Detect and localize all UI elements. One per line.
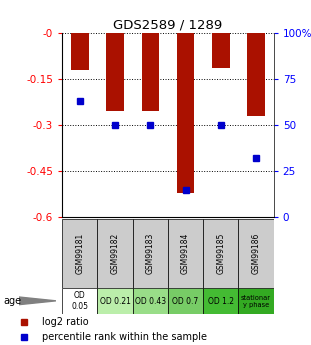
- Bar: [97, 219, 133, 288]
- Bar: [247, 33, 265, 116]
- Text: GSM99181: GSM99181: [75, 233, 84, 274]
- Text: percentile rank within the sample: percentile rank within the sample: [42, 332, 207, 342]
- Bar: [106, 33, 124, 111]
- Bar: [62, 219, 97, 288]
- Text: GSM99183: GSM99183: [146, 233, 155, 274]
- Text: OD 0.21: OD 0.21: [100, 296, 131, 306]
- Text: age: age: [3, 296, 21, 306]
- Bar: [71, 33, 89, 70]
- Bar: [142, 33, 159, 111]
- Bar: [133, 288, 168, 314]
- Bar: [203, 288, 239, 314]
- Polygon shape: [19, 297, 56, 305]
- Bar: [239, 288, 274, 314]
- Bar: [168, 288, 203, 314]
- Title: GDS2589 / 1289: GDS2589 / 1289: [113, 19, 223, 32]
- Bar: [133, 219, 168, 288]
- Bar: [168, 219, 203, 288]
- Text: GSM99182: GSM99182: [111, 233, 119, 274]
- Text: OD 0.7: OD 0.7: [172, 296, 199, 306]
- Text: stationar
y phase: stationar y phase: [241, 295, 271, 307]
- Bar: [97, 288, 133, 314]
- Bar: [239, 219, 274, 288]
- Text: OD
0.05: OD 0.05: [71, 291, 88, 311]
- Bar: [62, 288, 97, 314]
- Bar: [203, 219, 239, 288]
- Bar: [177, 33, 194, 193]
- Text: OD 1.2: OD 1.2: [208, 296, 234, 306]
- Text: OD 0.43: OD 0.43: [135, 296, 166, 306]
- Text: GSM99184: GSM99184: [181, 233, 190, 274]
- Text: GSM99185: GSM99185: [216, 233, 225, 274]
- Text: log2 ratio: log2 ratio: [42, 317, 89, 327]
- Bar: [212, 33, 230, 68]
- Text: GSM99186: GSM99186: [252, 233, 261, 274]
